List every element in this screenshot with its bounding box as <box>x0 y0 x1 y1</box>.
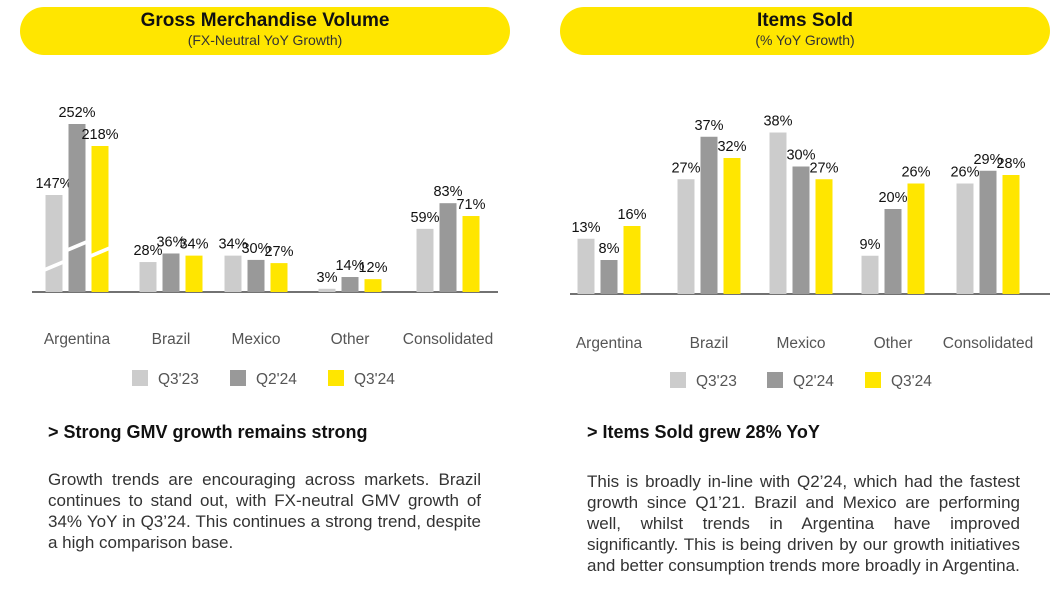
bar-mexico-q3-24 <box>270 263 288 292</box>
data-label-consolidated-q3-24: 71% <box>456 197 485 213</box>
legend-swatch-q2-24 <box>767 372 783 388</box>
bar-consolidated-q3-23 <box>416 228 434 292</box>
bar-other-q2-24 <box>884 209 902 294</box>
gmv-body-text: Growth trends are encouraging across mar… <box>48 470 481 552</box>
category-label-other: Other <box>331 331 370 348</box>
gmv-title: Gross Merchandise Volume <box>140 10 390 31</box>
bar-consolidated-q2-24 <box>979 170 997 294</box>
data-label-argentina-q3-23: 13% <box>571 220 600 236</box>
bar-consolidated-q3-24 <box>462 216 480 292</box>
bar-other-q3-23 <box>861 255 879 294</box>
data-label-brazil-q3-23: 28% <box>133 243 162 259</box>
legend-swatch-q3-23 <box>670 372 686 388</box>
bar-brazil-q3-23 <box>139 262 157 292</box>
bar-brazil-q3-24 <box>185 255 203 292</box>
items-sold-header: Items Sold (% YoY Growth) <box>560 7 1050 55</box>
category-label-consolidated: Consolidated <box>403 331 493 348</box>
legend-swatch-q3-24 <box>865 372 881 388</box>
data-label-argentina-q2-24: 8% <box>599 241 620 257</box>
gmv-panel: Gross Merchandise Volume (FX-Neutral YoY… <box>20 0 520 607</box>
bar-other-q2-24 <box>341 277 359 292</box>
data-label-brazil-q3-24: 32% <box>717 139 746 155</box>
data-label-argentina-q3-23: 147% <box>35 176 72 192</box>
legend-swatch-q3-23 <box>132 370 148 386</box>
items-sold-body-text: This is broadly in-line with Q2’24, whic… <box>587 472 1020 575</box>
bar-brazil-q2-24 <box>162 253 180 292</box>
data-label-brazil-q3-23: 27% <box>671 160 700 176</box>
gmv-subtitle: (FX-Neutral YoY Growth) <box>187 32 343 48</box>
items-sold-section-heading: > Items Sold grew 28% YoY <box>587 422 820 442</box>
bar-other-q3-24 <box>364 279 382 292</box>
bar-argentina-q2-24 <box>600 260 618 294</box>
bar-mexico-q2-24 <box>792 166 810 294</box>
legend-label-q2-24: Q2'24 <box>793 373 834 390</box>
legend-label-q3-24: Q3'24 <box>891 373 932 390</box>
data-label-argentina-q3-24: 218% <box>81 127 118 143</box>
items-sold-subtitle: (% YoY Growth) <box>755 32 855 48</box>
gmv-section-heading: > Strong GMV growth remains strong <box>48 422 368 442</box>
data-label-other-q2-24: 14% <box>335 258 364 274</box>
data-label-other-q3-23: 3% <box>317 270 338 286</box>
data-label-mexico-q3-24: 27% <box>809 160 838 176</box>
items-sold-title: Items Sold <box>756 10 854 31</box>
category-label-brazil: Brazil <box>152 331 191 348</box>
bar-consolidated-q3-23 <box>956 183 974 294</box>
data-label-other-q3-23: 9% <box>860 237 881 253</box>
data-label-brazil-q2-24: 37% <box>694 118 723 134</box>
data-label-mexico-q3-23: 34% <box>218 237 247 253</box>
items-sold-chart: 13%8%16%Argentina27%37%32%Brazil38%30%27… <box>570 114 1050 390</box>
bar-mexico-q2-24 <box>247 259 265 292</box>
axis-break-mark <box>67 239 87 252</box>
bar-other-q3-24 <box>907 183 925 294</box>
data-label-other-q3-24: 26% <box>901 165 930 181</box>
items-sold-panel: Items Sold (% YoY Growth) 13% 8% 16% Argent… <box>560 0 1060 607</box>
bar-brazil-q3-23 <box>677 179 695 294</box>
bar-argentina-q3-24 <box>623 226 641 294</box>
data-label-mexico-q3-24: 27% <box>264 244 293 260</box>
category-label-consolidated: Consolidated <box>943 335 1033 352</box>
legend-label-q2-24: Q2'24 <box>256 371 297 388</box>
bar-consolidated-q2-24 <box>439 203 457 292</box>
data-label-consolidated-q3-23: 59% <box>410 210 439 226</box>
data-label-mexico-q3-23: 38% <box>763 114 792 130</box>
legend-swatch-q2-24 <box>230 370 246 386</box>
bar-mexico-q3-24 <box>815 179 833 294</box>
data-label-argentina-q3-24: 16% <box>617 207 646 223</box>
bar-consolidated-q3-24 <box>1002 175 1020 294</box>
category-label-mexico: Mexico <box>231 331 280 348</box>
data-label-mexico-q2-24: 30% <box>241 241 270 257</box>
category-label-other: Other <box>874 335 913 352</box>
axis-break-mark <box>44 259 64 272</box>
bar-argentina-q3-23 <box>577 238 595 294</box>
bar-mexico-q3-23 <box>769 132 787 294</box>
legend-label-q3-23: Q3'23 <box>696 373 737 390</box>
bar-other-q3-23 <box>318 288 336 292</box>
bar-brazil-q2-24 <box>700 136 718 294</box>
data-label-consolidated-q3-24: 28% <box>996 156 1025 172</box>
bar-mexico-q3-23 <box>224 255 242 292</box>
data-label-other-q3-24: 12% <box>358 260 387 276</box>
data-label-brazil-q2-24: 36% <box>156 234 185 250</box>
bar-argentina-q3-23 <box>45 195 63 292</box>
category-label-argentina: Argentina <box>576 335 643 352</box>
data-label-other-q2-24: 20% <box>878 190 907 206</box>
gmv-chart: 147%252%218%Argentina28%36%34%Brazil34%3… <box>32 105 498 388</box>
legend-swatch-q3-24 <box>328 370 344 386</box>
bar-argentina-q2-24 <box>68 124 86 292</box>
category-label-mexico: Mexico <box>776 335 825 352</box>
data-label-argentina-q2-24: 252% <box>58 105 95 121</box>
category-label-brazil: Brazil <box>690 335 729 352</box>
data-label-brazil-q3-24: 34% <box>179 237 208 253</box>
gmv-header: Gross Merchandise Volume (FX-Neutral YoY… <box>20 7 510 55</box>
data-label-consolidated-q3-23: 26% <box>950 165 979 181</box>
bar-brazil-q3-24 <box>723 158 741 294</box>
axis-break-mark <box>90 246 110 259</box>
category-label-argentina: Argentina <box>44 331 111 348</box>
legend-label-q3-23: Q3'23 <box>158 371 199 388</box>
data-label-consolidated-q2-24: 29% <box>973 152 1002 168</box>
legend-label-q3-24: Q3'24 <box>354 371 395 388</box>
bar-argentina-q3-24 <box>91 146 109 292</box>
data-label-consolidated-q2-24: 83% <box>433 184 462 200</box>
data-label-mexico-q2-24: 30% <box>786 148 815 164</box>
